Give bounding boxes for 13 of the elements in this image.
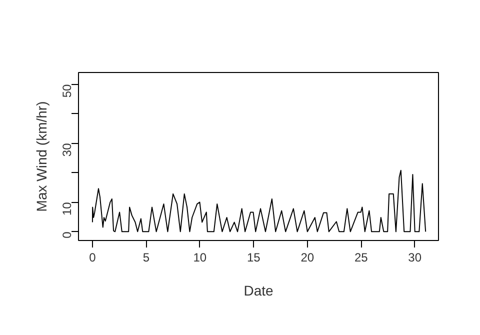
y-tick-label: 30: [60, 142, 74, 157]
y-axis-title: Max Wind (km/hr): [34, 101, 50, 212]
x-tick-label: 20: [300, 250, 314, 264]
x-tick-label: 25: [354, 250, 368, 264]
x-axis-title: Date: [244, 282, 274, 298]
x-tick-label: 5: [142, 250, 150, 264]
y-tick-label: 0: [60, 231, 74, 238]
y-tick-label: 10: [60, 202, 74, 216]
y-tick-label: 50: [60, 84, 74, 98]
x-tick-label: 0: [89, 250, 96, 264]
x-tick-label: 15: [246, 250, 261, 264]
x-tick-label: 10: [193, 250, 207, 264]
x-tick-label: 30: [408, 250, 422, 264]
